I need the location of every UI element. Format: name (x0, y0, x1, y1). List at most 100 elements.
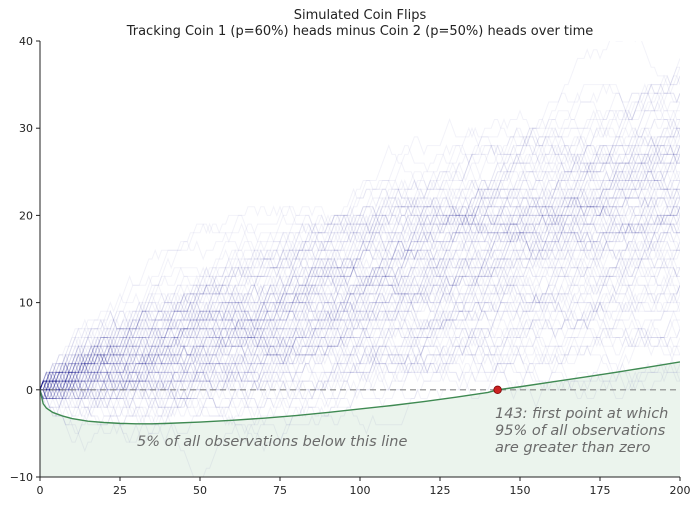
simulated-path (40, 92, 680, 409)
simulated-path (40, 127, 680, 399)
x-tick-label: 200 (670, 484, 691, 497)
x-tick-label: 125 (430, 484, 451, 497)
simulated-path (40, 118, 680, 391)
simulated-path (40, 153, 680, 400)
simulated-path (40, 171, 680, 390)
simulated-path (40, 92, 680, 399)
chart-subtitle: Tracking Coin 1 (p=60%) heads minus Coin… (126, 24, 594, 39)
simulated-path (40, 144, 680, 400)
simulated-path (40, 109, 680, 391)
simulated-path (40, 135, 680, 391)
simulated-path (40, 152, 680, 391)
simulated-path (40, 188, 680, 400)
simulated-path (40, 274, 680, 434)
simulated-path (40, 205, 680, 427)
x-tick-label: 100 (350, 484, 371, 497)
simulated-path (40, 119, 680, 391)
shaded-region-below-curve (40, 361, 680, 477)
simulated-path (40, 75, 680, 418)
simulated-path (40, 197, 680, 418)
simulated-path (40, 92, 680, 390)
fifth-percentile-curve (40, 361, 680, 425)
simulated-path (40, 231, 680, 400)
simulated-path (40, 171, 680, 399)
simulated-path (40, 144, 680, 391)
simulated-path (40, 222, 680, 391)
simulated-path (40, 126, 680, 392)
simulated-path (40, 223, 680, 392)
annotation-marker-line3: are greater than zero (495, 440, 651, 456)
x-tick-label: 50 (193, 484, 207, 497)
simulated-path (40, 161, 680, 399)
simulated-path (40, 144, 680, 400)
simulated-path (40, 293, 680, 443)
y-tick-label: 10 (19, 297, 33, 310)
simulated-path (40, 126, 680, 399)
simulated-path (40, 126, 680, 390)
y-ticks: −10 0 10 20 30 40 (10, 35, 40, 484)
simulated-path (40, 214, 680, 426)
annotation-marker-line2: 95% of all observations (495, 423, 666, 439)
simulated-path (40, 144, 680, 399)
simulated-path (40, 127, 680, 392)
simulated-path (40, 292, 680, 399)
simulated-path (40, 75, 680, 390)
simulated-path (40, 285, 680, 392)
simulated-path (40, 258, 680, 392)
simulated-path (40, 126, 680, 392)
simulated-path (40, 197, 680, 390)
simulated-path (40, 257, 680, 408)
simulated-path (40, 93, 680, 409)
simulated-path (40, 162, 680, 390)
simulated-path (40, 213, 680, 399)
simulated-path (40, 196, 680, 400)
simulated-path (40, 145, 680, 391)
simulated-path (40, 266, 680, 400)
simulated-path (40, 171, 680, 390)
simulated-path (40, 188, 680, 400)
simulated-path (40, 127, 680, 399)
simulated-path (40, 249, 680, 400)
y-tick-label: 30 (19, 122, 33, 135)
chart-title: Simulated Coin Flips (294, 8, 427, 23)
simulated-path (40, 188, 680, 391)
simulated-path (40, 274, 680, 453)
simulated-path (40, 75, 680, 400)
simulated-path (40, 144, 680, 391)
x-tick-label: 25 (113, 484, 127, 497)
simulated-path (40, 179, 680, 400)
simulated-path (40, 267, 680, 391)
simulated-path (40, 336, 680, 417)
simulated-path (40, 196, 680, 392)
simulated-path (40, 145, 680, 392)
simulated-path (40, 179, 680, 399)
simulated-path (40, 274, 680, 409)
simulated-path (40, 128, 680, 391)
simulated-path (40, 197, 680, 409)
threshold-marker (493, 385, 502, 394)
x-tick-label: 150 (510, 484, 531, 497)
simulated-path (40, 318, 680, 426)
simulated-path (40, 188, 680, 400)
y-tick-label: 40 (19, 35, 33, 48)
simulated-path (40, 145, 680, 391)
simulated-path (40, 67, 680, 417)
simulated-path (40, 258, 680, 434)
simulated-path (40, 144, 680, 390)
simulated-path (40, 197, 680, 392)
simulated-path (40, 213, 680, 408)
annotation-marker-line1: 143: first point at which (495, 406, 668, 422)
simulated-path (40, 126, 680, 400)
simulated-path (40, 206, 680, 418)
simulated-path (40, 241, 680, 409)
simulated-path (40, 170, 680, 392)
simulated-path (40, 327, 680, 400)
simulated-path (40, 110, 680, 399)
simulated-path (40, 180, 680, 417)
simulated-path (40, 92, 680, 400)
simulated-path (40, 136, 680, 391)
x-tick-label: 175 (590, 484, 611, 497)
y-tick-label: 20 (19, 209, 33, 222)
